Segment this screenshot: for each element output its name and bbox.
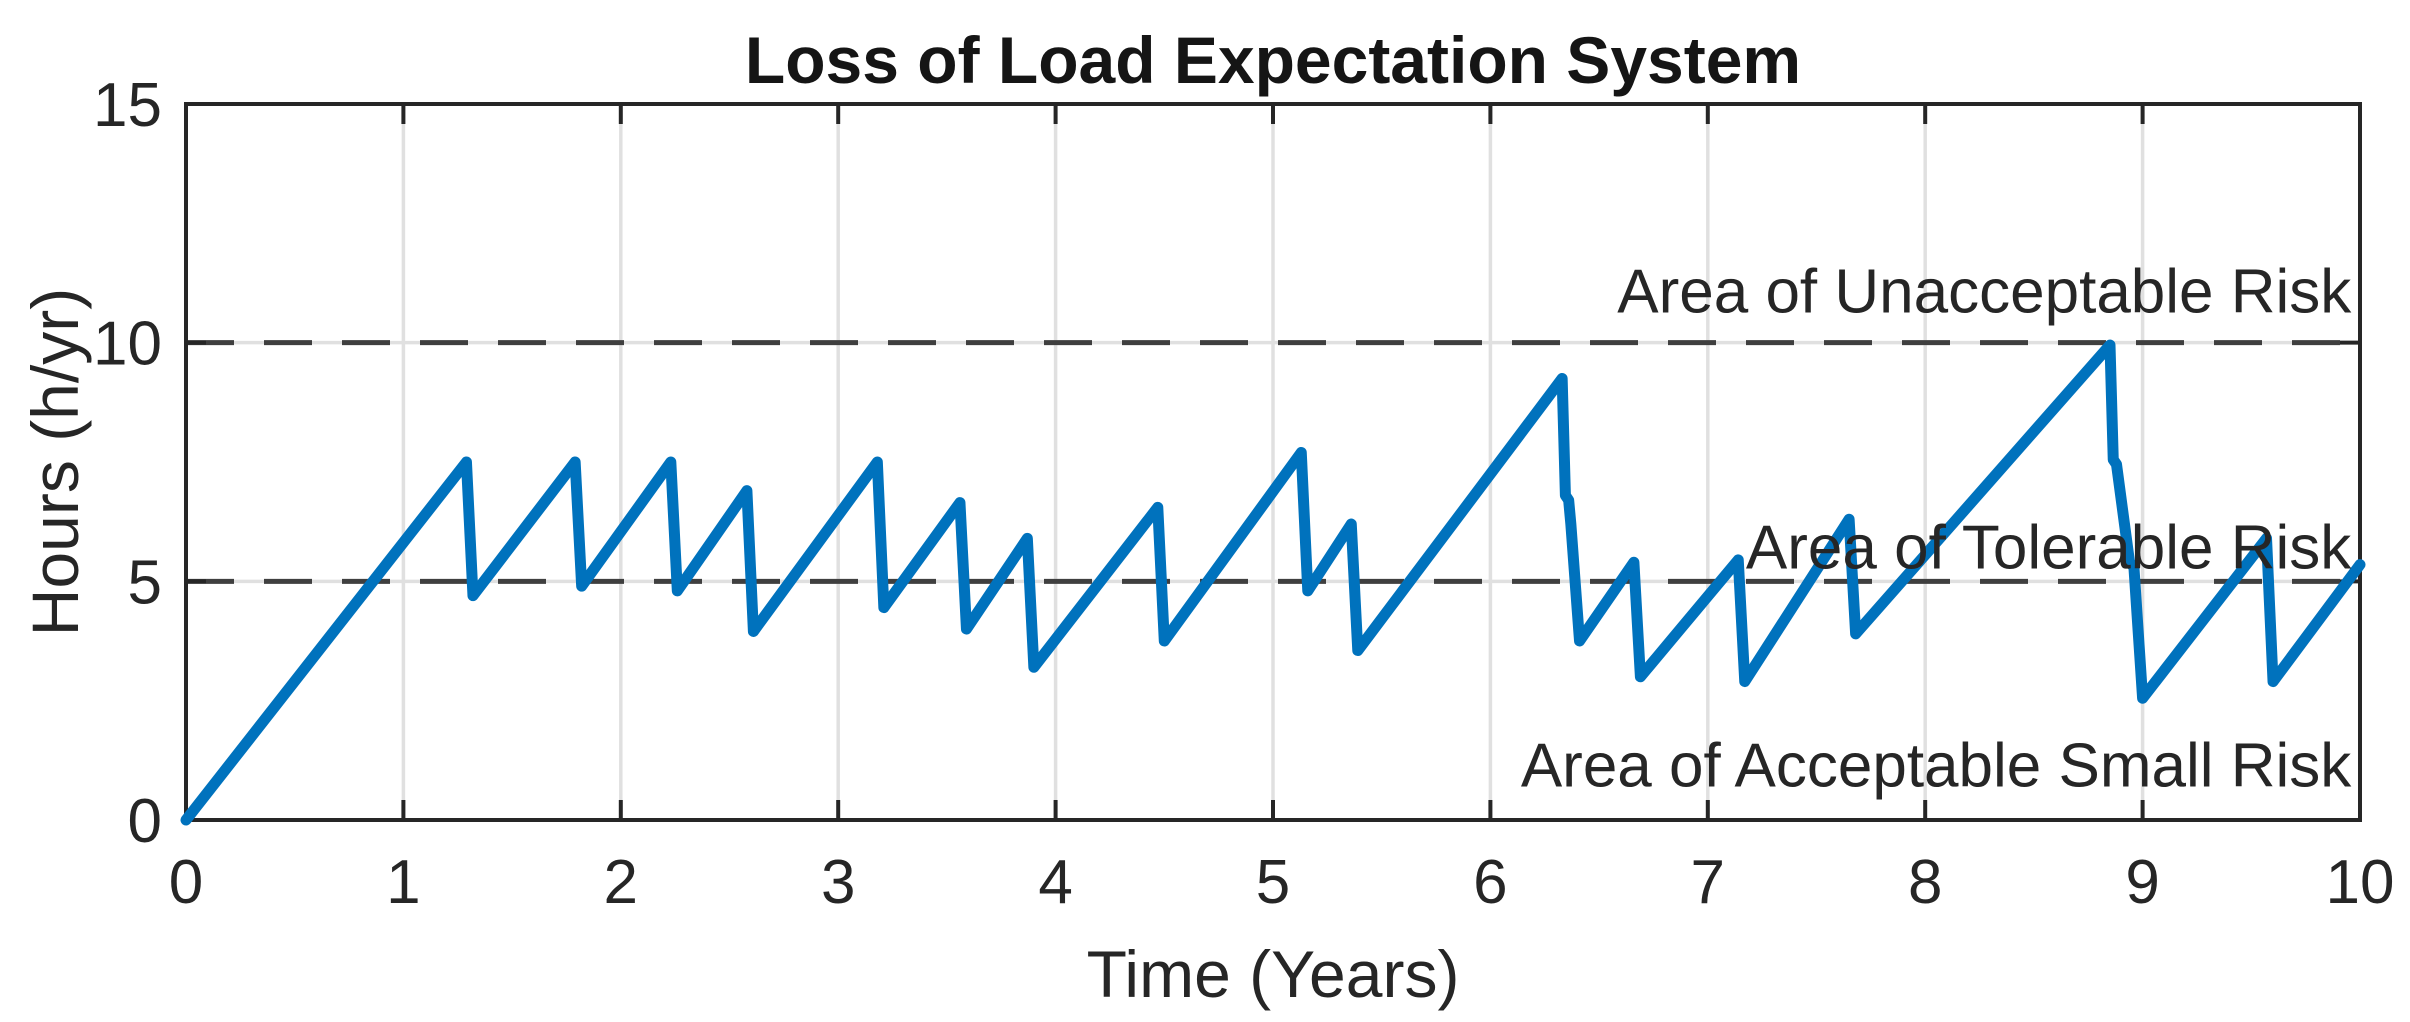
- x-tick-label: 1: [386, 848, 420, 917]
- x-tick-label: 5: [1256, 848, 1290, 917]
- annotation-unacceptable-risk: Area of Unacceptable Risk: [1617, 257, 2352, 327]
- data-series-line: [180, 339, 2366, 826]
- annotation-acceptable-small-risk: Area of Acceptable Small Risk: [1520, 731, 2352, 801]
- y-axis-label: Hours (h/yr): [18, 287, 92, 637]
- x-axis-label: Time (Years): [1086, 937, 1460, 1011]
- x-tick-label: 2: [604, 848, 638, 917]
- x-tick-label: 10: [2326, 848, 2395, 917]
- x-tick-label: 3: [821, 848, 855, 917]
- x-tick-label: 9: [2125, 848, 2159, 917]
- y-tick-label: 0: [128, 787, 162, 856]
- chart-title: Loss of Load Expectation System: [744, 23, 1802, 97]
- x-tick-label: 7: [1691, 848, 1725, 917]
- x-tick-label: 8: [1908, 848, 1942, 917]
- annotation-tolerable-risk: Area of Tolerable Risk: [1745, 513, 2352, 583]
- y-tick-label: 15: [93, 71, 162, 140]
- x-tick-label: 6: [1473, 848, 1507, 917]
- y-tick-label: 10: [93, 310, 162, 379]
- x-tick-label: 4: [1038, 848, 1072, 917]
- y-tick-label: 5: [128, 548, 162, 617]
- x-tick-label: 0: [169, 848, 203, 917]
